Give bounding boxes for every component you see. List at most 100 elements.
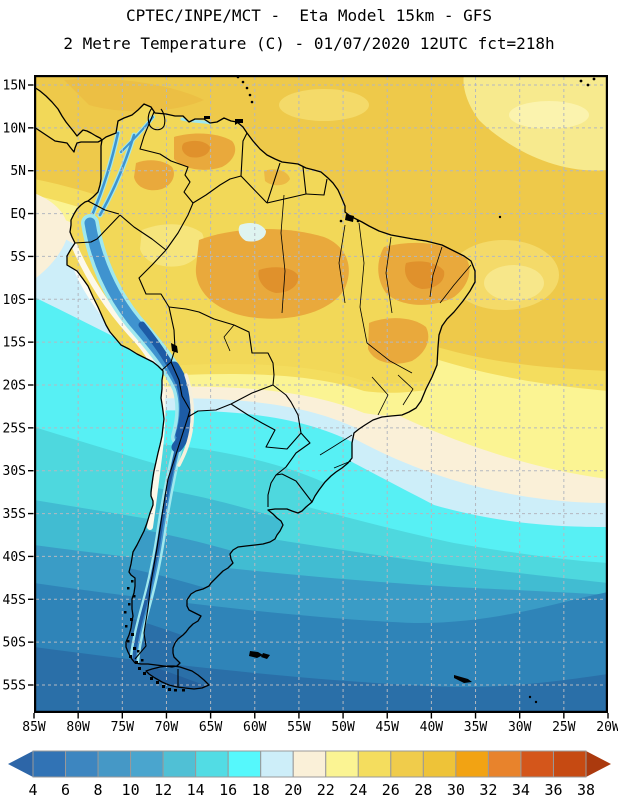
lat-tick-label: 45S: [3, 593, 26, 608]
colorbar-segment: [32, 750, 67, 778]
state-borders: [223, 194, 472, 469]
lon-tick-label: 35W: [464, 720, 488, 735]
colorbar-tick-label: 32: [479, 781, 497, 799]
lake-maracaibo: [147, 107, 166, 131]
central-america-coastline: [34, 86, 103, 153]
colorbar-segment: [552, 750, 587, 778]
lat-tick-label: 40S: [3, 550, 26, 565]
falkland-islands: [249, 651, 263, 658]
noronha-island: [498, 215, 502, 219]
colorbar-tick-label: 18: [252, 781, 270, 799]
tierra-del-fuego-coastline: [145, 665, 210, 690]
colorbar-tick-label: 28: [414, 781, 432, 799]
chilean-fjord-speckles: [124, 580, 185, 692]
lat-tick-label: 10S: [3, 293, 26, 308]
altiplano-east-fringe: [177, 373, 195, 467]
tepui-cool-spot: [238, 223, 266, 242]
colorbar-segment: [390, 750, 424, 778]
colorbar-tick-label: 26: [382, 781, 400, 799]
land-hottest-spot: [404, 261, 445, 289]
lat-tick-label: EQ: [10, 207, 26, 222]
lat-tick-label: 25S: [3, 421, 26, 436]
colorbar-segment: [520, 750, 554, 778]
lon-tick-label: 85W: [22, 720, 46, 735]
amazon-delta-island: [356, 219, 360, 223]
lon-tick-label: 60W: [243, 720, 267, 735]
lat-tick-label: 5N: [10, 164, 26, 179]
map-canvas: [34, 75, 608, 713]
colorbar-segment: [97, 750, 132, 778]
map-frame: [34, 75, 608, 713]
latitude-axis: 15N 10N 5N EQ 5S 10S 15S 20S 25S 30S 35S 40S 45S 50S 5…: [3, 79, 34, 693]
amazon-delta-island: [339, 219, 343, 223]
colorbar-segment: [195, 750, 229, 778]
page-title: CPTEC/INPE/MCT - Eta Model 15km - GFS: [125, 6, 493, 25]
colorbar-tick-label: 22: [317, 781, 335, 799]
andes-cold-ridge: [71, 115, 212, 670]
colorbar-tick-label: 16: [219, 781, 237, 799]
colorbar-segment: [162, 750, 197, 778]
cape-verde-island: [579, 79, 583, 83]
lat-tick-label: 15S: [3, 336, 26, 351]
colorbar-segment: [130, 750, 164, 778]
falkland-islands: [261, 653, 270, 659]
colorbar-tick-label: 38: [577, 781, 595, 799]
land-hottest-spot: [182, 140, 210, 158]
lon-tick-label: 45W: [375, 720, 399, 735]
lon-tick-label: 40W: [420, 720, 444, 735]
south-atlantic-islet: [534, 700, 538, 704]
colorbar-segment: [65, 750, 99, 778]
colorbar-extend-arrow-right: [586, 751, 611, 777]
antilles-island: [241, 80, 245, 84]
land-hot-patch: [264, 169, 290, 186]
colorbar-segment: [227, 750, 262, 778]
colorbar-segment: [325, 750, 359, 778]
lat-tick-label: 10N: [3, 121, 26, 136]
cape-verde-island: [592, 77, 596, 81]
land-hot-patch: [134, 160, 174, 191]
colorbar-tick-label: 20: [284, 781, 302, 799]
colorbar-segment: [357, 750, 392, 778]
lat-tick-label: 55S: [3, 678, 26, 693]
lon-tick-label: 20W: [596, 720, 618, 735]
graticule: [36, 77, 606, 711]
ocean-warm-patch: [509, 101, 589, 129]
lon-tick-label: 75W: [111, 720, 135, 735]
islands-and-lakes: [124, 75, 596, 704]
lon-tick-label: 30W: [508, 720, 532, 735]
lat-tick-label: 5S: [10, 250, 26, 265]
colorbar-tick-label: 6: [61, 781, 70, 799]
colorbar: 4 6 8 10 12 14 16 18 20 22 24 26 28 30 32 34 36 38: [8, 750, 611, 799]
south-atlantic-islet: [528, 695, 532, 699]
lat-tick-label: 50S: [3, 636, 26, 651]
pacific-cold-tongue: [34, 193, 68, 280]
margarita-island: [204, 116, 210, 119]
colorbar-extend-arrow-left: [8, 751, 33, 777]
lake-titicaca: [171, 343, 178, 353]
colorbar-tick-label: 10: [122, 781, 140, 799]
land-hottest-spot: [258, 267, 299, 293]
marajo-island: [345, 214, 354, 222]
antilles-island: [248, 93, 252, 97]
ocean-warm-patch: [279, 89, 369, 121]
ocean-warm-patch: [484, 265, 544, 301]
colorbar-segment: [260, 750, 294, 778]
longitude-axis: 85W 80W 75W 70W 65W 60W 55W 50W 45W 40W 35W 30W 25W 2…: [22, 713, 618, 735]
lat-tick-label: 20S: [3, 378, 26, 393]
colorbar-tick-label: 24: [349, 781, 367, 799]
lon-tick-label: 65W: [199, 720, 223, 735]
colorbar-tick-label: 12: [154, 781, 172, 799]
colorbar-segment: [292, 750, 327, 778]
land-hot-patch: [368, 318, 429, 364]
lon-tick-label: 50W: [331, 720, 355, 735]
coastline-and-borders: [34, 75, 596, 704]
colorbar-tick-label: 14: [187, 781, 205, 799]
lon-tick-label: 55W: [287, 720, 311, 735]
trinidad-island: [235, 119, 243, 125]
cape-verde-island: [586, 83, 590, 87]
colorbar-tick-label: 4: [28, 781, 37, 799]
country-borders: [74, 111, 328, 687]
colorbar-tick-label: 30: [447, 781, 465, 799]
lon-tick-label: 80W: [66, 720, 90, 735]
